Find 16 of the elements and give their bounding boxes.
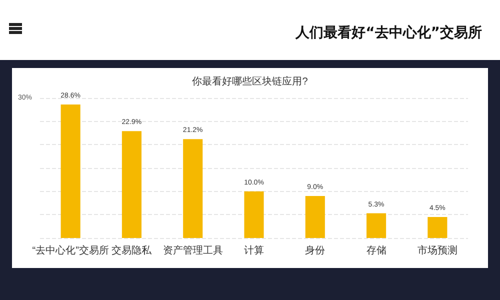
x-tick-label: 身份 xyxy=(305,244,326,256)
x-tick-label: 计算 xyxy=(244,244,264,256)
x-tick-label: 市场预测 xyxy=(417,244,458,256)
x-tick-label: 交易隐私 xyxy=(112,244,153,256)
x-tick-label: 存储 xyxy=(366,244,386,256)
bar xyxy=(60,104,80,238)
bar xyxy=(122,131,142,238)
bar xyxy=(244,191,264,238)
bar xyxy=(428,217,448,238)
x-tick-label: 资产管理工具 xyxy=(162,244,223,256)
chart-subtitle: 你最看好哪些区块链应用? xyxy=(192,76,308,88)
bar xyxy=(366,213,386,238)
x-tick-label: “去中心化”交易所 xyxy=(32,244,109,256)
chart-title: 人们最看好“去中心化”交易所 xyxy=(296,24,482,42)
bar xyxy=(183,139,203,238)
bar xyxy=(305,196,325,238)
